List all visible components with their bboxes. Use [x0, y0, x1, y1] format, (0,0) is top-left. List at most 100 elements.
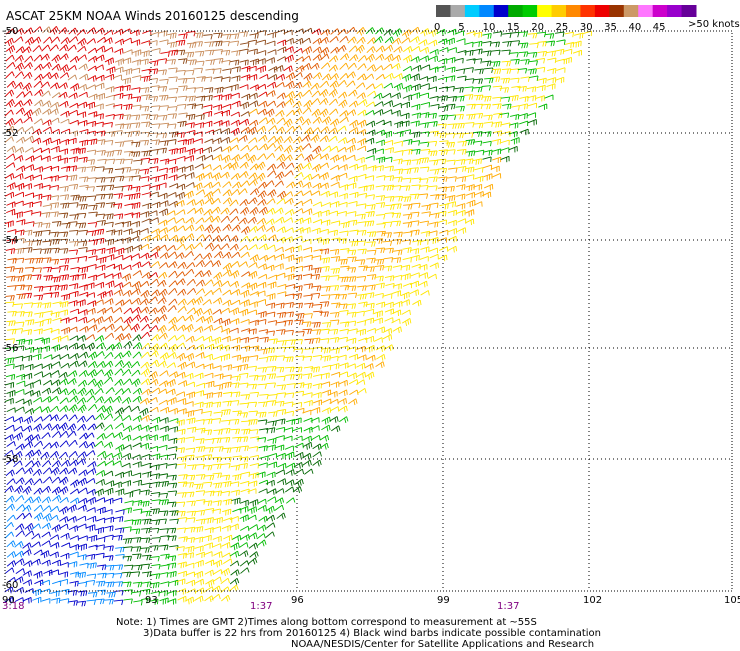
wind-barb	[132, 315, 141, 321]
wind-barb	[528, 69, 537, 75]
wind-barb	[96, 131, 105, 136]
wind-barb	[304, 427, 313, 433]
wind-barb	[275, 489, 284, 494]
wind-barb	[114, 326, 123, 332]
wind-barb	[509, 123, 518, 129]
wind-barb	[267, 50, 276, 55]
wind-barb	[437, 124, 446, 129]
wind-barb	[536, 67, 545, 72]
wind-barb	[131, 169, 140, 174]
wind-barb	[33, 201, 42, 206]
wind-barb	[240, 119, 249, 125]
wind-barb	[221, 60, 230, 65]
wind-barb	[275, 445, 284, 451]
wind-barb	[78, 247, 87, 252]
wind-barb	[113, 453, 122, 459]
wind-barb	[230, 383, 239, 388]
wind-barb	[412, 159, 421, 164]
wind-barb	[25, 193, 34, 198]
wind-barb	[366, 110, 375, 115]
wind-barb	[186, 336, 195, 342]
wind-barb	[97, 292, 106, 299]
wind-barb	[257, 51, 266, 56]
wind-barb	[186, 172, 195, 178]
wind-barb	[97, 159, 106, 164]
wind-barb	[214, 87, 223, 93]
wind-barb	[68, 389, 77, 395]
wind-barb	[115, 547, 124, 552]
wind-barb	[357, 321, 366, 326]
wind-barb	[34, 64, 42, 70]
wind-barb	[69, 28, 78, 34]
wind-barb	[230, 482, 239, 487]
wind-barb	[41, 148, 50, 153]
wind-barb	[50, 239, 59, 244]
wind-barb	[464, 95, 473, 100]
wind-barb	[5, 358, 14, 364]
wind-barb	[286, 498, 295, 504]
wind-barb	[95, 167, 104, 172]
wind-barb	[151, 417, 160, 423]
wind-barb	[277, 162, 285, 168]
wind-barb	[15, 201, 23, 206]
wind-barb	[358, 266, 367, 271]
wind-barb	[16, 468, 25, 474]
wind-barb	[68, 175, 77, 181]
wind-barb	[303, 174, 312, 180]
wind-barb	[14, 212, 23, 219]
wind-barb	[248, 507, 257, 514]
wind-barb	[248, 402, 257, 407]
wind-barb	[556, 68, 565, 73]
wind-barb	[140, 212, 148, 218]
wind-barb	[383, 266, 392, 271]
wind-barb	[105, 565, 114, 570]
wind-barb	[205, 570, 214, 576]
wind-barb	[196, 218, 205, 224]
wind-barb	[131, 529, 140, 534]
wind-barb	[60, 477, 69, 485]
wind-barb	[294, 209, 303, 214]
wind-barb	[250, 207, 259, 215]
wind-barb	[104, 194, 113, 199]
wind-barb	[176, 272, 184, 278]
wind-barb	[194, 537, 203, 543]
wind-barb	[96, 28, 105, 34]
wind-barb	[78, 424, 86, 430]
wind-barb	[77, 112, 86, 118]
wind-barb	[195, 391, 204, 397]
wind-barb	[438, 220, 447, 225]
wind-barb	[196, 552, 205, 558]
wind-barb	[160, 565, 169, 570]
wind-barb	[16, 166, 25, 172]
wind-barb	[392, 63, 401, 69]
wind-barb	[160, 481, 169, 487]
wind-barb	[313, 47, 322, 53]
wind-barb	[403, 258, 412, 263]
wind-barb	[239, 189, 247, 195]
wind-barb	[106, 230, 115, 235]
wind-barb	[411, 74, 420, 81]
wind-barb	[114, 186, 123, 191]
wind-barb	[23, 543, 32, 549]
wind-barb	[376, 302, 385, 308]
wind-barb	[141, 538, 150, 543]
wind-barb	[142, 519, 151, 524]
wind-barb	[239, 383, 248, 388]
wind-barb	[313, 374, 322, 379]
wind-barb	[266, 58, 275, 64]
wind-barb	[69, 581, 78, 586]
wind-barb	[376, 140, 384, 146]
wind-barb	[78, 120, 86, 126]
wind-barb	[221, 568, 230, 576]
wind-barb	[366, 242, 375, 247]
wind-barb	[313, 452, 322, 457]
wind-barb	[394, 141, 403, 146]
wind-barb	[241, 112, 250, 117]
wind-barb	[79, 92, 88, 97]
wind-barb	[41, 338, 50, 345]
wind-barb	[402, 160, 411, 165]
wind-barb	[214, 251, 222, 257]
wind-barb	[457, 166, 466, 171]
wind-barb	[178, 59, 187, 64]
wind-barb	[330, 201, 338, 207]
